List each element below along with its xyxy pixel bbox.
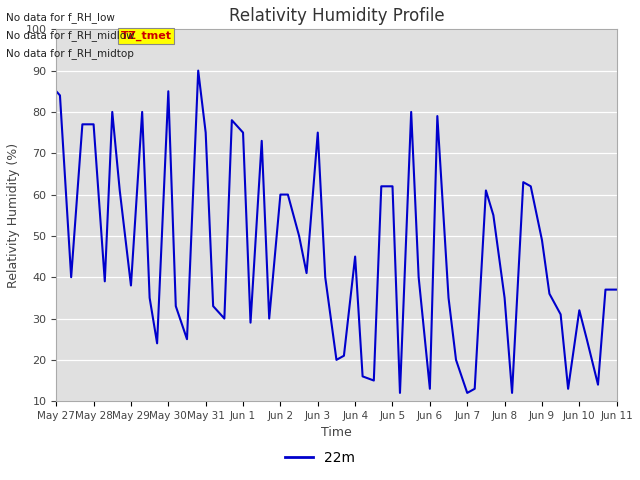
Text: No data for f_RH_midtop: No data for f_RH_midtop [6,48,134,60]
Text: No data for f_RH_low: No data for f_RH_low [6,12,115,23]
Text: No data for f_RH_midlow: No data for f_RH_midlow [6,30,135,41]
Y-axis label: Relativity Humidity (%): Relativity Humidity (%) [7,143,20,288]
Title: Relativity Humidity Profile: Relativity Humidity Profile [228,7,444,25]
X-axis label: Time: Time [321,426,352,440]
Legend: 22m: 22m [280,445,360,471]
Text: TZ_tmet: TZ_tmet [121,31,172,41]
